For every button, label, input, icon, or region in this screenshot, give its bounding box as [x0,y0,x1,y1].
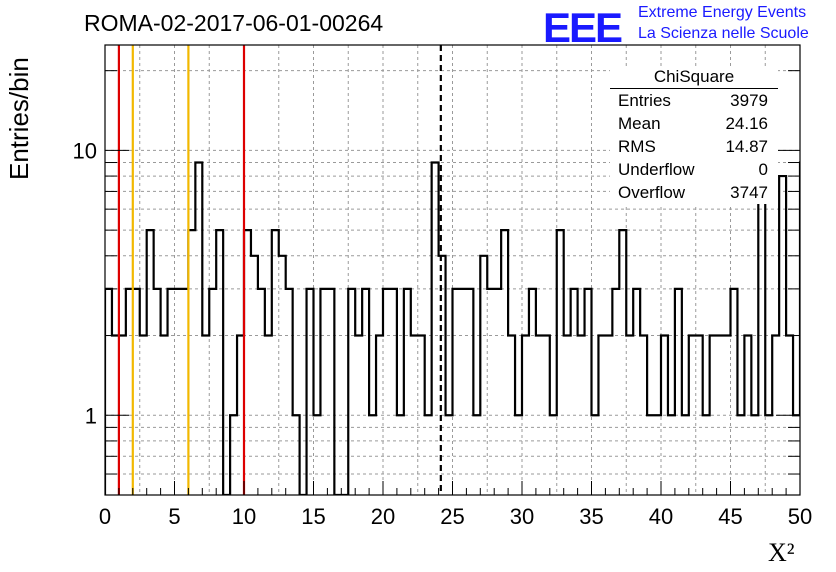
stats-row-entries: Entries 3979 [610,89,778,112]
x-tick-label: 20 [371,504,395,529]
stats-box: ChiSquare Entries 3979 Mean 24.16 RMS 14… [610,66,778,204]
stats-value: 3979 [730,91,768,110]
logo-subtitle-2: La Scienza nelle Scuole [638,25,809,42]
eee-logo: EEE [543,4,623,51]
x-tick-label: 35 [579,504,603,529]
logo-subtitle-1: Extreme Energy Events [638,4,807,21]
histogram-series [105,110,800,495]
stats-row-rms: RMS 14.87 [610,135,778,158]
x-tick-label: 50 [788,504,812,529]
stats-value: 24.16 [725,114,768,133]
x-tick-label: 30 [510,504,534,529]
x-tick-label: 40 [649,504,673,529]
stats-row-overflow: Overflow 3747 [610,181,778,204]
y-tick-label: 1 [85,403,97,428]
stats-label: Entries [618,91,671,110]
stats-value: 14.87 [725,137,768,156]
stats-value: 0 [758,160,768,179]
stats-label: Mean [618,114,661,133]
x-axis-label: X² [768,538,795,567]
stats-value: 3747 [730,183,768,202]
x-tick-label: 10 [232,504,256,529]
stats-label: Overflow [618,183,686,202]
stats-row-mean: Mean 24.16 [610,112,778,135]
x-tick-label: 25 [440,504,464,529]
stats-label: RMS [618,137,656,156]
stats-title: ChiSquare [610,66,778,89]
x-tick-label: 0 [99,504,111,529]
x-tick-label: 5 [168,504,180,529]
stats-row-underflow: Underflow 0 [610,158,778,181]
x-tick-label: 45 [718,504,742,529]
chart-title: ROMA-02-2017-06-01-00264 [84,10,384,36]
stats-label: Underflow [618,160,695,179]
y-tick-label: 10 [73,138,97,163]
x-tick-label: 15 [301,504,325,529]
